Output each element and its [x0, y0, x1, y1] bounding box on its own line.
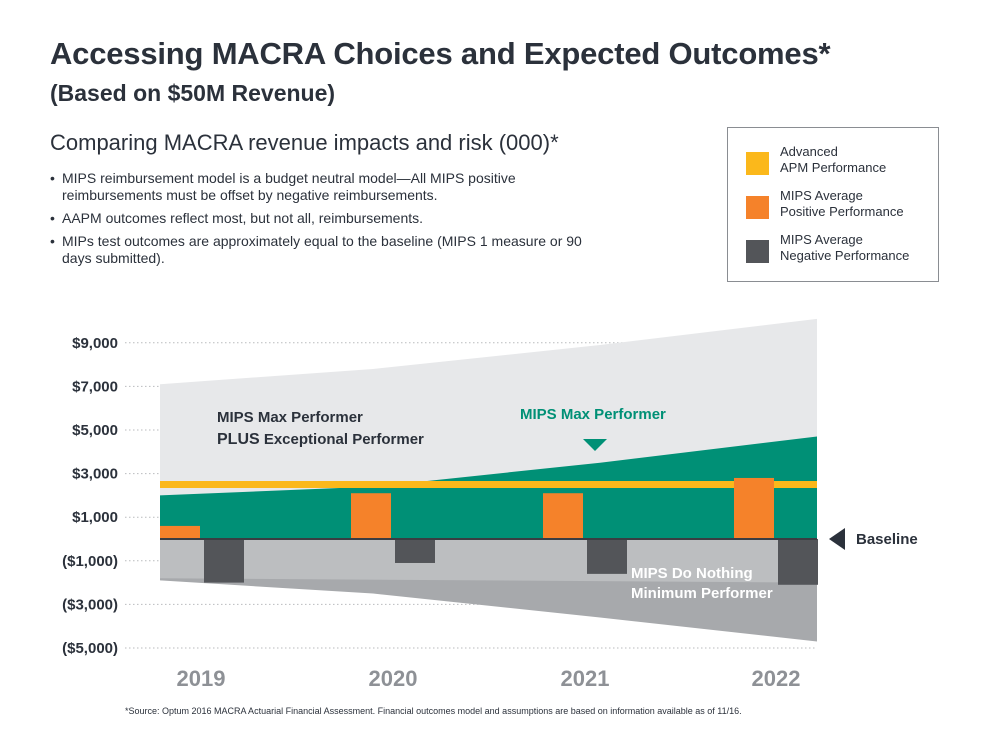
bar-negative — [778, 539, 818, 585]
bar-positive — [351, 493, 391, 539]
max-performer-arrow-icon — [583, 439, 607, 451]
annotation-do-nothing-line1: MIPS Do Nothing — [631, 565, 753, 582]
page-title: Accessing MACRA Choices and Expected Out… — [50, 36, 831, 71]
note-item: AAPM outcomes reflect most, but not all,… — [50, 210, 610, 227]
annotation-max-plus-line1: MIPS Max Performer — [217, 409, 363, 426]
annotation-max-plus-line2: PLUS Exceptional Performer — [217, 431, 424, 448]
band-do-nothing-base — [160, 539, 817, 583]
annotation-plus-word: PLUS — [217, 431, 260, 448]
annotation-exceptional-word: Exceptional Performer — [260, 431, 424, 448]
y-tick-label: ($1,000) — [62, 553, 118, 570]
x-tick-label: 2019 — [177, 666, 226, 691]
bars — [160, 477, 818, 585]
y-tick-label: $9,000 — [72, 335, 118, 352]
x-tick-label: 2021 — [561, 666, 610, 691]
annotation-do-nothing-line2: Minimum Performer — [631, 585, 773, 602]
note-item: MIPS reimbursement model is a budget neu… — [50, 170, 610, 204]
baseline-arrow-icon — [829, 528, 845, 550]
bar-positive — [160, 525, 200, 539]
bar-positive — [734, 477, 774, 539]
annotation-baseline: Baseline — [856, 531, 918, 548]
bar-negative — [395, 539, 435, 563]
annotation-max-performer: MIPS Max Performer — [520, 406, 666, 423]
note-item: MIPs test outcomes are approximately equ… — [50, 233, 610, 267]
y-tick-label: $5,000 — [72, 422, 118, 439]
y-tick-label: ($3,000) — [62, 596, 118, 613]
section-heading: Comparing MACRA revenue impacts and risk… — [50, 130, 559, 155]
aapm-line — [160, 481, 817, 488]
x-tick-label: 2020 — [369, 666, 418, 691]
y-tick-label: ($5,000) — [62, 640, 118, 657]
legend-swatch-aapm — [746, 152, 769, 175]
annotations: MIPS Max Performer PLUS Exceptional Perfo… — [217, 406, 918, 602]
legend-label-negative: MIPS Average Negative Performance — [780, 232, 910, 263]
legend-label-aapm: Advanced APM Performance — [780, 144, 887, 175]
legend-swatch-positive — [746, 196, 769, 219]
y-tick-label: $1,000 — [72, 509, 118, 526]
bar-positive — [543, 493, 583, 539]
y-tick-label: $7,000 — [72, 378, 118, 395]
legend-label-positive: MIPS Average Positive Performance — [780, 188, 904, 219]
y-tick-label: $3,000 — [72, 466, 118, 483]
page-subtitle: (Based on $50M Revenue) — [50, 80, 336, 106]
axis-labels: $9,000 $7,000 $5,000 $3,000 $1,000 ($1,000) ($… — [62, 335, 800, 691]
x-tick-label: 2022 — [752, 666, 801, 691]
notes-list: MIPS reimbursement model is a budget neu… — [50, 170, 610, 273]
chart-legend: Advanced APM Performance MIPS Average Po… — [727, 127, 939, 282]
legend-swatch-negative — [746, 240, 769, 263]
bar-negative — [587, 539, 627, 574]
bar-negative — [204, 539, 244, 583]
source-footnote: *Source: Optum 2016 MACRA Actuarial Fina… — [125, 706, 742, 716]
